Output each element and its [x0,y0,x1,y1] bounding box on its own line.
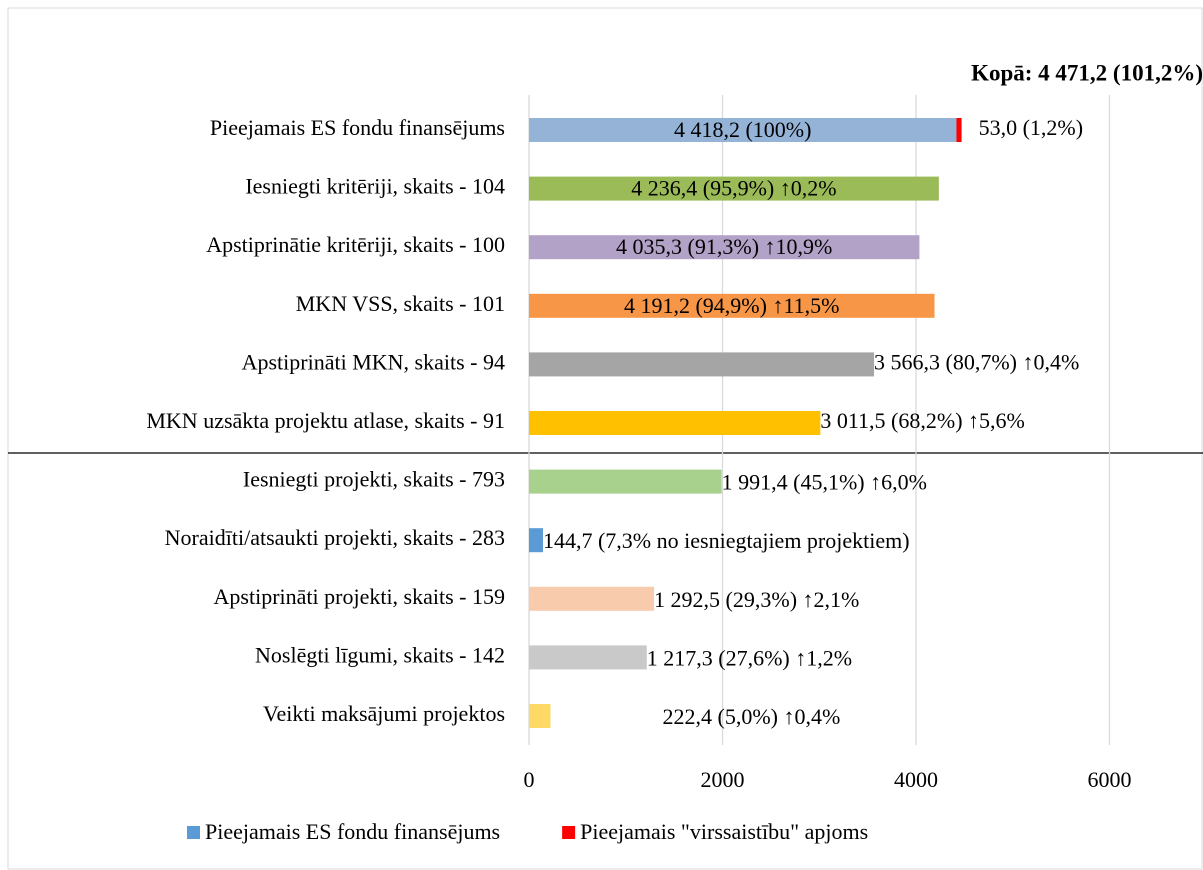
y-tick-label: Iesniegti kritēriji, skaits - 104 [245,174,505,199]
bar [529,586,655,611]
legend-swatch [187,826,200,839]
x-tick-label: 4000 [894,767,938,792]
legend-label: Pieejamais "virssaistību" apjoms [580,819,868,844]
bar [529,118,957,142]
data-label: 4 418,2 (100%) [674,117,811,142]
y-tick-label: Apstiprināti MKN, skaits - 94 [242,349,505,374]
bar [529,411,821,435]
x-tick-label: 2000 [701,767,745,792]
x-tick-label: 0 [524,767,535,792]
data-label: 4 236,4 (95,9%) ↑0,2% [631,176,836,201]
legend-swatch [562,826,576,839]
legend-label: Pieejamais ES fondu finansējums [205,819,500,844]
y-tick-label: Pieejamais ES fondu finansējums [210,115,505,140]
data-label: 222,4 (5,0%) ↑0,4% [663,704,841,729]
data-label: 4 191,2 (94,9%) ↑11,5% [624,293,840,318]
bar [529,293,935,318]
bar [529,176,939,201]
y-tick-label: Noslēgti līgumi, skaits - 142 [255,642,505,667]
y-tick-label: Apstiprināti projekti, skaits - 159 [214,584,505,609]
data-label: 1 217,3 (27,6%) ↑1,2% [647,645,852,670]
bar [529,469,722,494]
bar [956,118,962,142]
bar [529,528,543,553]
y-tick-label: MKN uzsākta projektu atlase, skaits - 91 [146,408,505,433]
data-label: 53,0 (1,2%) [979,115,1083,140]
bar [529,235,920,260]
data-label: 1 991,4 (45,1%) ↑6,0% [722,470,927,495]
bar [529,645,647,670]
y-tick-label: MKN VSS, skaits - 101 [296,291,505,316]
chart-frame [7,7,1203,870]
data-label: 144,7 (7,3% no iesniegtajiem projektiem) [543,528,910,553]
data-label: 3 566,3 (80,7%) ↑0,4% [874,349,1079,374]
data-label: 4 035,3 (91,3%) ↑10,9% [616,234,832,259]
y-tick-label: Iesniegti projekti, skaits - 793 [243,467,505,492]
y-tick-label: Noraidīti/atsaukti projekti, skaits - 28… [165,525,505,550]
data-label: 3 011,5 (68,2%) ↑5,6% [820,408,1024,433]
y-tick-label: Veikti maksājumi projektos [263,701,505,726]
bar [529,352,875,377]
y-tick-label: Apstiprinātie kritēriji, skaits - 100 [206,232,505,257]
data-label: 1 292,5 (29,3%) ↑2,1% [654,587,859,612]
x-tick-label: 6000 [1088,767,1132,792]
bar [529,704,551,728]
annotation: Kopā: 4 471,2 (101,2%) [971,60,1203,85]
